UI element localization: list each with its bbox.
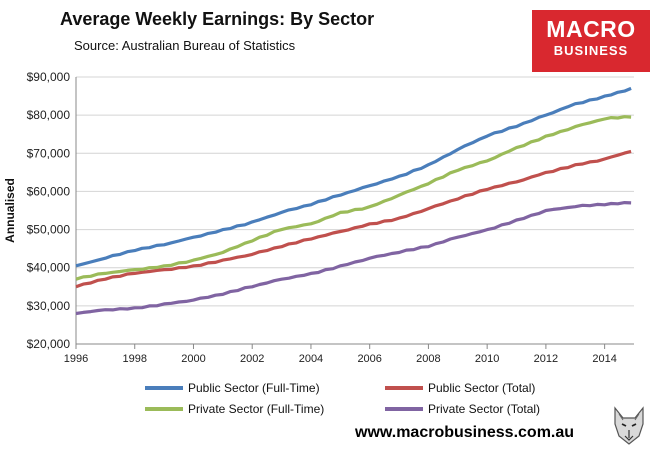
legend-item-private-ft: Private Sector (Full-Time)	[145, 402, 324, 416]
series-line-1	[75, 149, 632, 289]
legend-item-public-ft: Public Sector (Full-Time)	[145, 381, 320, 395]
legend-label-public-total: Public Sector (Total)	[428, 381, 536, 395]
legend-swatch-public-ft	[145, 386, 183, 390]
y-tick-label: $70,000	[27, 146, 71, 160]
macrobusiness-logo: MACRO BUSINESS	[532, 10, 650, 72]
x-tick-label: 2008	[416, 353, 440, 365]
chart-source: Source: Australian Bureau of Statistics	[74, 38, 296, 53]
x-tick-label: 2014	[592, 353, 616, 365]
logo-line1: MACRO	[546, 16, 636, 42]
y-tick-label: $50,000	[27, 223, 71, 237]
chart-title: Average Weekly Earnings: By Sector	[60, 9, 375, 29]
legend-swatch-private-total	[385, 407, 423, 411]
y-tick-label: $90,000	[27, 70, 71, 84]
y-tick-label: $40,000	[27, 261, 71, 275]
legend-item-private-total: Private Sector (Total)	[385, 402, 540, 416]
y-tick-label: $30,000	[27, 299, 71, 313]
y-tick-label: $80,000	[27, 108, 71, 122]
legend-label-private-ft: Private Sector (Full-Time)	[188, 402, 325, 416]
x-tick-label: 2012	[534, 353, 558, 365]
series-line-3	[75, 201, 632, 316]
legend-swatch-private-ft	[145, 407, 183, 411]
legend-item-public-total: Public Sector (Total)	[385, 381, 535, 395]
x-tick-label: 2004	[299, 353, 323, 365]
x-tick-label: 2006	[357, 353, 381, 365]
x-tick-label: 2010	[475, 353, 499, 365]
website-url: www.macrobusiness.com.au	[355, 424, 575, 441]
x-tick-label: 1998	[122, 353, 146, 365]
x-tick-label: 2000	[181, 353, 205, 365]
legend-swatch-public-total	[385, 386, 423, 390]
x-tick-label: 2002	[240, 353, 264, 365]
logo-line2: BUSINESS	[553, 43, 629, 58]
y-axis-label: Annualised	[3, 178, 17, 243]
y-tick-label: $60,000	[27, 184, 71, 198]
y-tick-label: $20,000	[27, 337, 71, 351]
x-tick-label: 1996	[64, 353, 88, 365]
legend-label-public-ft: Public Sector (Full-Time)	[188, 381, 320, 395]
wolf-head-icon	[614, 406, 644, 445]
series-line-2	[75, 115, 632, 281]
legend-label-private-total: Private Sector (Total)	[428, 402, 541, 416]
series-line-0	[75, 86, 632, 268]
